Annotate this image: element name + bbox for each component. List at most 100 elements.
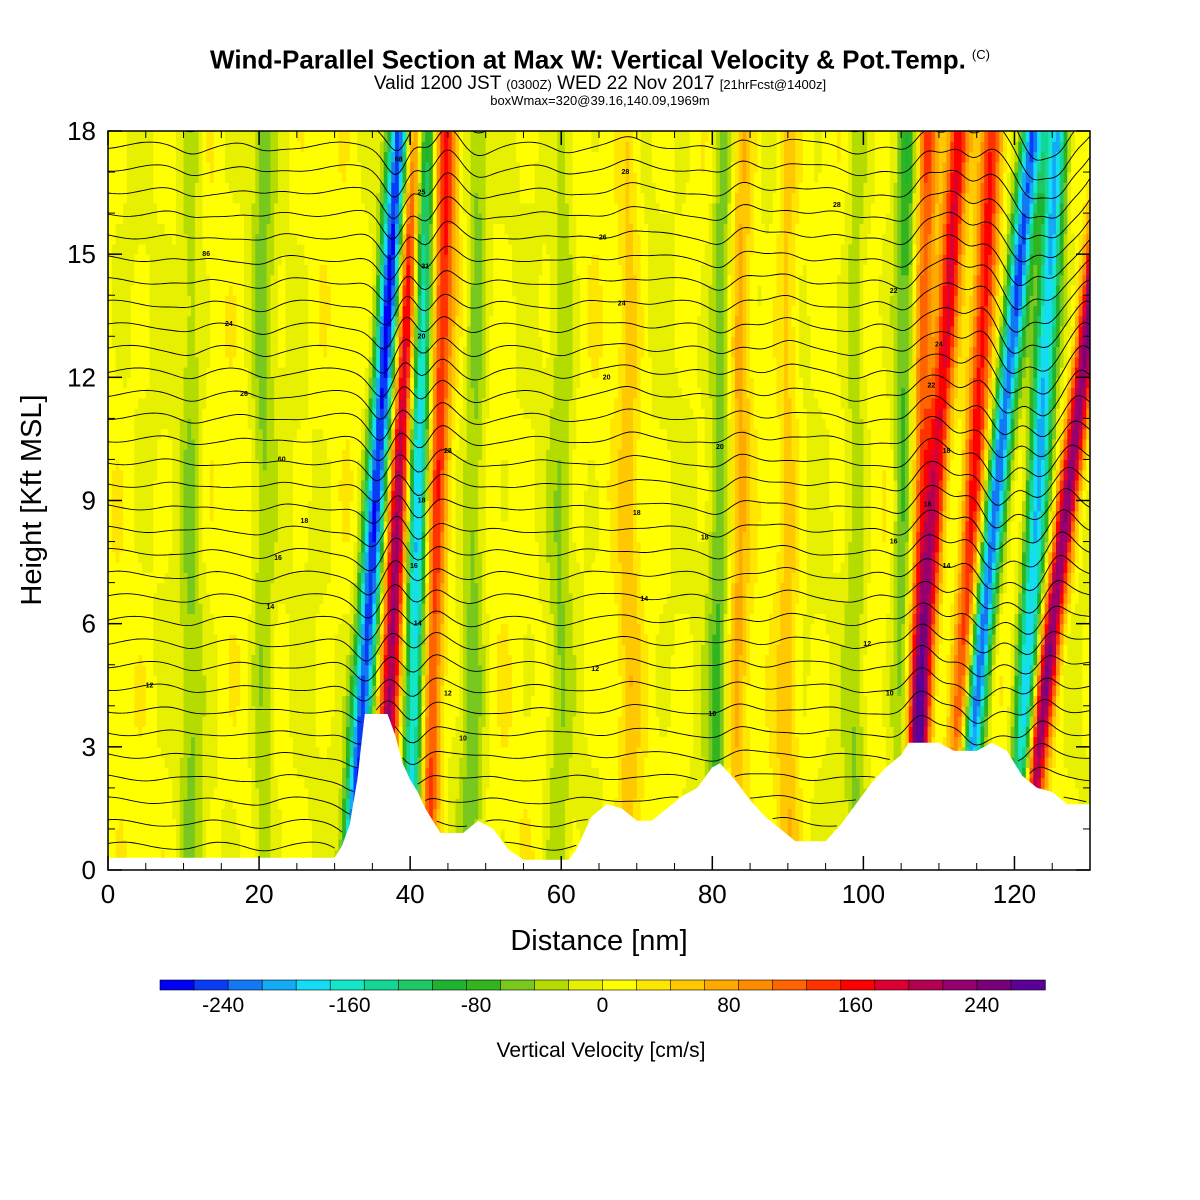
velocity-cell	[240, 397, 245, 409]
velocity-cell	[138, 397, 143, 409]
velocity-cell	[270, 490, 275, 502]
velocity-cell	[247, 521, 253, 532]
velocity-cell	[315, 685, 321, 697]
velocity-cell	[262, 428, 268, 440]
velocity-cell	[304, 449, 309, 461]
velocity-cell	[266, 233, 272, 245]
velocity-cell	[251, 818, 256, 830]
velocity-cell	[255, 151, 260, 163]
velocity-cell	[168, 623, 173, 635]
velocity-cell	[206, 664, 211, 676]
velocity-cell	[247, 562, 253, 573]
velocity-cell	[108, 531, 113, 543]
velocity-cell	[334, 172, 339, 183]
velocity-cell	[225, 254, 230, 266]
velocity-cell	[262, 438, 268, 450]
velocity-cell	[172, 736, 177, 748]
velocity-cell	[115, 767, 120, 779]
velocity-cell	[311, 674, 317, 686]
velocity-cell	[259, 367, 264, 378]
velocity-cell	[168, 295, 173, 307]
velocity-cell	[206, 808, 211, 820]
velocity-cell	[206, 839, 211, 851]
velocity-cell	[206, 387, 211, 399]
velocity-cell	[209, 408, 215, 419]
velocity-cell	[202, 500, 207, 512]
velocity-cell	[194, 521, 200, 532]
velocity-cell	[191, 326, 196, 337]
velocity-cell	[330, 808, 336, 820]
velocity-cell	[311, 828, 317, 840]
velocity-cell	[153, 243, 158, 255]
velocity-cell	[262, 182, 268, 194]
velocity-cell	[293, 254, 298, 266]
velocity-cell	[345, 500, 351, 512]
velocity-cell	[255, 777, 260, 789]
velocity-cell	[164, 377, 170, 389]
velocity-cell	[270, 787, 275, 799]
velocity-cell	[108, 305, 113, 317]
velocity-cell	[281, 387, 287, 399]
velocity-cell	[277, 346, 283, 358]
velocity-cell	[289, 161, 294, 173]
velocity-cell	[175, 685, 181, 697]
velocity-cell	[281, 377, 287, 389]
velocity-cell	[357, 582, 362, 594]
velocity-cell	[119, 798, 124, 810]
velocity-cell	[217, 408, 222, 419]
velocity-cell	[126, 469, 132, 481]
velocity-cell	[123, 787, 128, 799]
velocity-cell	[225, 315, 230, 327]
velocity-cell	[168, 151, 173, 163]
velocity-cell	[308, 315, 313, 327]
velocity-cell	[225, 644, 230, 656]
velocity-cell	[228, 654, 234, 666]
velocity-cell	[296, 254, 302, 266]
velocity-cell	[315, 449, 321, 461]
velocity-cell	[198, 623, 204, 635]
velocity-cell	[334, 151, 339, 163]
velocity-cell	[304, 315, 309, 327]
velocity-cell	[168, 418, 173, 430]
velocity-cell	[319, 428, 324, 440]
velocity-cell	[277, 839, 283, 851]
velocity-cell	[206, 654, 211, 666]
velocity-cell	[126, 839, 132, 851]
velocity-cell	[194, 787, 200, 799]
velocity-cell	[138, 613, 143, 625]
velocity-cell	[315, 141, 321, 153]
velocity-cell	[285, 408, 290, 419]
velocity-cell	[236, 387, 241, 399]
velocity-cell	[198, 818, 204, 830]
velocity-cell	[175, 839, 181, 851]
velocity-cell	[141, 264, 147, 276]
velocity-cell	[259, 828, 264, 840]
velocity-cell	[327, 151, 332, 163]
velocity-cell	[315, 131, 321, 142]
velocity-cell	[345, 264, 351, 276]
velocity-cell	[334, 182, 339, 194]
velocity-cell	[153, 141, 158, 153]
velocity-cell	[119, 500, 124, 512]
velocity-cell	[357, 551, 362, 563]
velocity-cell	[202, 808, 207, 820]
velocity-cell	[338, 551, 343, 563]
velocity-cell	[357, 479, 362, 491]
velocity-cell	[138, 551, 143, 563]
velocity-cell	[115, 839, 120, 851]
velocity-cell	[164, 716, 170, 727]
velocity-cell	[130, 336, 136, 348]
velocity-cell	[323, 161, 328, 173]
velocity-cell	[168, 428, 173, 440]
velocity-cell	[164, 787, 170, 799]
velocity-cell	[334, 305, 339, 317]
velocity-cell	[345, 746, 351, 758]
velocity-cell	[240, 418, 245, 430]
velocity-cell	[323, 131, 328, 142]
velocity-cell	[285, 705, 290, 717]
velocity-cell	[285, 510, 290, 522]
velocity-cell	[134, 767, 139, 779]
velocity-cell	[213, 223, 219, 235]
velocity-cell	[304, 387, 309, 399]
velocity-cell	[134, 510, 139, 522]
